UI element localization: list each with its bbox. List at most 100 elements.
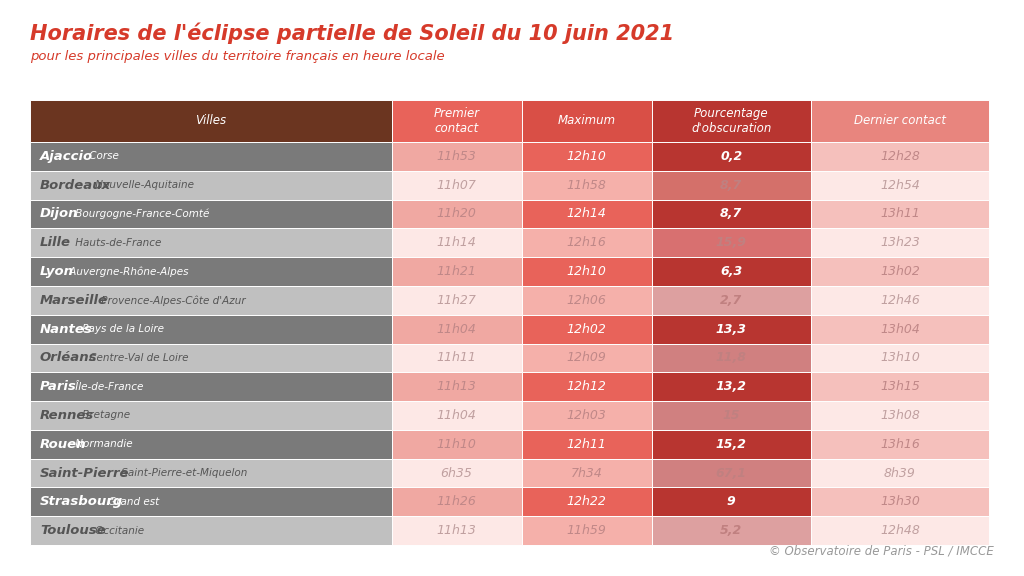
Text: 0,2: 0,2 (720, 150, 742, 163)
Text: 12h03: 12h03 (566, 409, 606, 422)
Text: Île-de-France: Île-de-France (73, 382, 144, 392)
Text: 12h12: 12h12 (566, 380, 606, 393)
Bar (652, 487, 811, 516)
Text: 12h16: 12h16 (566, 236, 606, 249)
Bar (521, 257, 652, 286)
Bar (811, 516, 989, 545)
Bar (391, 487, 521, 516)
Text: Dernier contact: Dernier contact (854, 115, 946, 127)
Text: 11h21: 11h21 (436, 265, 476, 278)
Bar (391, 100, 521, 142)
Text: Centre-Val de Loire: Centre-Val de Loire (85, 353, 188, 363)
Text: 6h35: 6h35 (440, 467, 472, 480)
Text: 13h04: 13h04 (880, 323, 920, 336)
Bar (391, 286, 521, 314)
Bar (652, 257, 811, 286)
Bar (811, 487, 989, 516)
Text: 7h34: 7h34 (570, 467, 603, 480)
Bar (521, 171, 652, 199)
Bar (652, 142, 811, 171)
Bar (521, 228, 652, 257)
Bar (521, 314, 652, 343)
Text: 13h15: 13h15 (880, 380, 920, 393)
Text: 12h46: 12h46 (880, 294, 920, 307)
Bar (521, 487, 652, 516)
Text: Rouen: Rouen (40, 438, 86, 451)
Bar (391, 314, 521, 343)
Bar (521, 199, 652, 228)
Text: 11h07: 11h07 (436, 179, 476, 192)
Text: 9: 9 (727, 495, 735, 509)
Bar (811, 171, 989, 199)
Bar (30, 286, 391, 314)
Bar (652, 372, 811, 401)
Text: 12h22: 12h22 (566, 495, 606, 509)
Bar (391, 228, 521, 257)
Bar (521, 401, 652, 430)
Bar (811, 100, 989, 142)
Text: Nantes: Nantes (40, 323, 93, 336)
Text: Bretagne: Bretagne (79, 411, 130, 420)
Text: 13,2: 13,2 (716, 380, 746, 393)
Text: 11h27: 11h27 (436, 294, 476, 307)
Text: 11h26: 11h26 (436, 495, 476, 509)
Text: Orléans: Orléans (40, 351, 97, 365)
Text: 13h30: 13h30 (880, 495, 920, 509)
Bar (521, 100, 652, 142)
Bar (652, 199, 811, 228)
Text: 15: 15 (723, 409, 740, 422)
Text: Bourgogne-France-Comté: Bourgogne-France-Comté (73, 209, 210, 219)
Bar (811, 199, 989, 228)
Bar (391, 343, 521, 372)
Bar (521, 142, 652, 171)
Bar (811, 343, 989, 372)
Text: Dijon: Dijon (40, 207, 79, 221)
Bar (391, 142, 521, 171)
Bar (811, 286, 989, 314)
Text: Lille: Lille (40, 236, 71, 249)
Text: 11h59: 11h59 (566, 524, 606, 537)
Text: 5,2: 5,2 (720, 524, 742, 537)
Text: 13h16: 13h16 (880, 438, 920, 451)
Text: Hauts-de-France: Hauts-de-France (73, 238, 162, 248)
Text: 8,7: 8,7 (720, 207, 742, 221)
Bar (811, 142, 989, 171)
Bar (30, 199, 391, 228)
Bar (811, 314, 989, 343)
Text: Premier
contact: Premier contact (433, 107, 479, 135)
Bar (30, 228, 391, 257)
Text: Toulouse: Toulouse (40, 524, 105, 537)
Text: 12h54: 12h54 (880, 179, 920, 192)
Text: 11h04: 11h04 (436, 409, 476, 422)
Text: Villes: Villes (196, 115, 226, 127)
Bar (30, 343, 391, 372)
Text: 13h23: 13h23 (880, 236, 920, 249)
Text: Maximum: Maximum (558, 115, 615, 127)
Text: 11,8: 11,8 (716, 351, 746, 365)
Bar (30, 458, 391, 487)
Text: Bordeaux: Bordeaux (40, 179, 112, 192)
Bar (521, 343, 652, 372)
Text: 2,7: 2,7 (720, 294, 742, 307)
Text: 12h48: 12h48 (880, 524, 920, 537)
Bar (30, 430, 391, 458)
Text: 13h02: 13h02 (880, 265, 920, 278)
Bar (391, 458, 521, 487)
Bar (521, 286, 652, 314)
Bar (30, 516, 391, 545)
Text: 11h13: 11h13 (436, 524, 476, 537)
Text: 15,2: 15,2 (716, 438, 746, 451)
Bar (811, 458, 989, 487)
Text: 12h02: 12h02 (566, 323, 606, 336)
Text: Normandie: Normandie (73, 439, 133, 449)
Text: Paris: Paris (40, 380, 77, 393)
Bar (521, 516, 652, 545)
Bar (652, 100, 811, 142)
Text: Occitanie: Occitanie (92, 526, 144, 536)
Text: 11h11: 11h11 (436, 351, 476, 365)
Bar (30, 142, 391, 171)
Text: 13h11: 13h11 (880, 207, 920, 221)
Bar (391, 257, 521, 286)
Bar (521, 430, 652, 458)
Bar (811, 228, 989, 257)
